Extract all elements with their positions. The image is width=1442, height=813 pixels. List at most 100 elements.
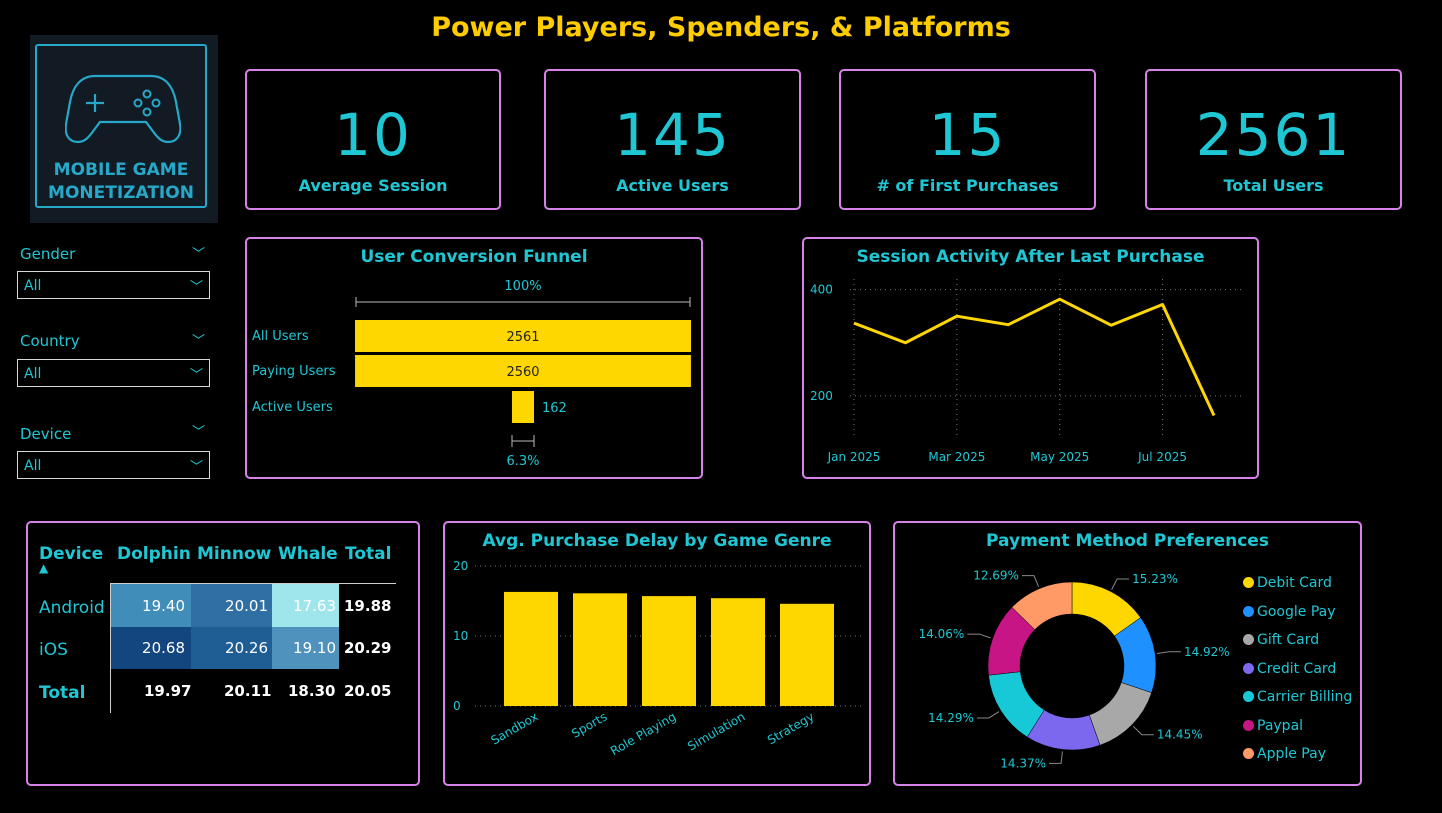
payment-method-panel: Payment Method Preferences 15.23% 14.92% 1… — [893, 521, 1362, 786]
slicer-label: Country — [20, 332, 80, 350]
legend-label: Apple Pay — [1257, 746, 1326, 762]
x-tick-label: Sports — [569, 709, 609, 740]
donut-slice — [1089, 682, 1152, 746]
cell-value: 20.26 — [225, 639, 268, 657]
slice-value-label: 14.45% — [1157, 728, 1203, 742]
logo-text: MOBILE GAME MONETIZATION — [37, 159, 205, 205]
legend-label: Debit Card — [1257, 575, 1332, 591]
matrix-cell: 19.40 — [111, 584, 191, 627]
cell-value: 20.68 — [142, 639, 185, 657]
funnel-value-label: 162 — [542, 401, 567, 416]
leader-line — [976, 711, 1000, 719]
kpi-card-first-purchases: 15 # of First Purchases — [839, 69, 1096, 210]
funnel-category-label: Paying Users — [252, 364, 336, 379]
bar — [780, 603, 834, 706]
chevron-down-icon[interactable]: ﹀ — [189, 368, 203, 383]
chevron-down-icon[interactable]: ﹀ — [189, 280, 203, 295]
series-line — [853, 297, 1216, 417]
cell-value: 19.40 — [142, 597, 185, 615]
legend-label: Carrier Billing — [1257, 689, 1353, 705]
y-tick-label: 400 — [810, 283, 833, 297]
chevron-down-icon[interactable]: ﹀ — [192, 247, 206, 262]
funnel-category-label: All Users — [252, 329, 309, 344]
gamepad-icon — [65, 74, 181, 144]
legend-item[interactable]: Carrier Billing — [1243, 689, 1352, 705]
matrix-header-total: Total — [345, 544, 392, 564]
dropdown-value: All — [24, 278, 42, 294]
matrix-header-dolphin: Dolphin — [117, 544, 191, 564]
matrix-cell: 20.01 — [191, 584, 272, 627]
legend-item[interactable]: Gift Card — [1243, 632, 1319, 648]
matrix-cell: 17.63 — [272, 584, 339, 627]
kpi-card-total-users: 2561 Total Users — [1145, 69, 1402, 210]
logo-line1: MOBILE GAME — [53, 160, 189, 180]
gender-dropdown[interactable]: All ﹀ — [17, 271, 210, 299]
funnel-bar — [355, 320, 691, 352]
x-tick-label: Mar 2025 — [928, 450, 985, 464]
logo-frame: MOBILE GAME MONETIZATION — [35, 44, 207, 208]
chevron-down-icon[interactable]: ﹀ — [192, 334, 206, 349]
kpi-card-active-users: 145 Active Users — [544, 69, 801, 210]
grand-total: 20.05 — [344, 682, 392, 700]
funnel-panel: User Conversion Funnel 100% All Users 2561… — [245, 237, 703, 479]
matrix-total-label: Total — [39, 683, 86, 703]
device-dropdown[interactable]: All ﹀ — [17, 451, 210, 479]
matrix-cell: 20.26 — [191, 627, 272, 669]
slice-value-label: 12.69% — [973, 569, 1019, 583]
session-activity-panel: Session Activity After Last Purchase 200… — [802, 237, 1259, 479]
legend-item[interactable]: Paypal — [1243, 718, 1303, 734]
x-tick-label: May 2025 — [1030, 450, 1089, 464]
matrix-header-minnow: Minnow — [197, 544, 272, 564]
legend-dot — [1243, 662, 1254, 674]
cell-value: 17.63 — [293, 597, 336, 615]
row-total: 19.88 — [344, 597, 392, 615]
donut-legend: Debit Card Google Pay Gift Card Credit Card… — [1243, 575, 1361, 775]
logo: MOBILE GAME MONETIZATION — [30, 35, 218, 223]
donut-chart: 15.23% 14.92% 14.45% 14.37% 14.29% 14.06% 12.6… — [919, 569, 1230, 771]
legend-item[interactable]: Apple Pay — [1243, 746, 1326, 762]
bar — [711, 598, 765, 706]
matrix-header-device[interactable]: Device — [39, 544, 104, 564]
kpi-card-average-session: 10 Average Session — [245, 69, 501, 210]
funnel-bottom-percent: 6.3% — [506, 454, 539, 469]
donut-title: Payment Method Preferences — [986, 531, 1269, 551]
slice-value-label: 14.37% — [1000, 756, 1046, 770]
legend-item[interactable]: Debit Card — [1243, 575, 1332, 591]
funnel-chart: 100% All Users 2561 Paying Users 2560 Active … — [252, 279, 691, 469]
page-title: Power Players, Spenders, & Platforms — [431, 12, 1011, 43]
row-divider — [110, 583, 111, 713]
bar — [504, 591, 558, 706]
legend-item[interactable]: Google Pay — [1243, 604, 1336, 620]
sort-ascending-icon[interactable]: ▲ — [39, 561, 49, 575]
leader-line — [1111, 578, 1130, 590]
header-divider — [110, 583, 396, 584]
y-tick-label: 0 — [453, 699, 461, 713]
x-tick-label: Simulation — [685, 709, 747, 753]
kpi-value: 2561 — [1195, 101, 1352, 169]
bar — [573, 593, 627, 706]
funnel-bar — [512, 391, 534, 423]
slice-value-label: 14.29% — [928, 711, 974, 725]
legend-item[interactable]: Credit Card — [1243, 661, 1336, 677]
chevron-down-icon[interactable]: ﹀ — [192, 425, 206, 440]
leader-line — [1049, 751, 1063, 764]
legend-dot — [1243, 605, 1254, 617]
slice-value-label: 14.92% — [1184, 645, 1230, 659]
slice-value-label: 15.23% — [1132, 572, 1178, 586]
leader-line — [1157, 651, 1181, 655]
funnel-category-label: Active Users — [252, 400, 333, 415]
funnel-top-percent: 100% — [504, 279, 541, 294]
country-dropdown[interactable]: All ﹀ — [17, 359, 210, 387]
donut-slice — [1011, 581, 1073, 631]
x-tick-label: Sandbox — [489, 709, 541, 747]
legend-dot — [1243, 719, 1254, 731]
line-chart: 200 400 Jan 2025 Mar 2025 May 2025 Jul 2025 — [810, 279, 1244, 464]
chevron-down-icon[interactable]: ﹀ — [189, 460, 203, 475]
legend-label: Gift Card — [1257, 632, 1320, 648]
x-tick-label: Jan 2025 — [827, 450, 881, 464]
row-total: 20.29 — [344, 639, 392, 657]
kpi-value: 15 — [928, 101, 1007, 169]
total-whale: 18.30 — [288, 682, 336, 700]
legend-dot — [1243, 577, 1254, 588]
